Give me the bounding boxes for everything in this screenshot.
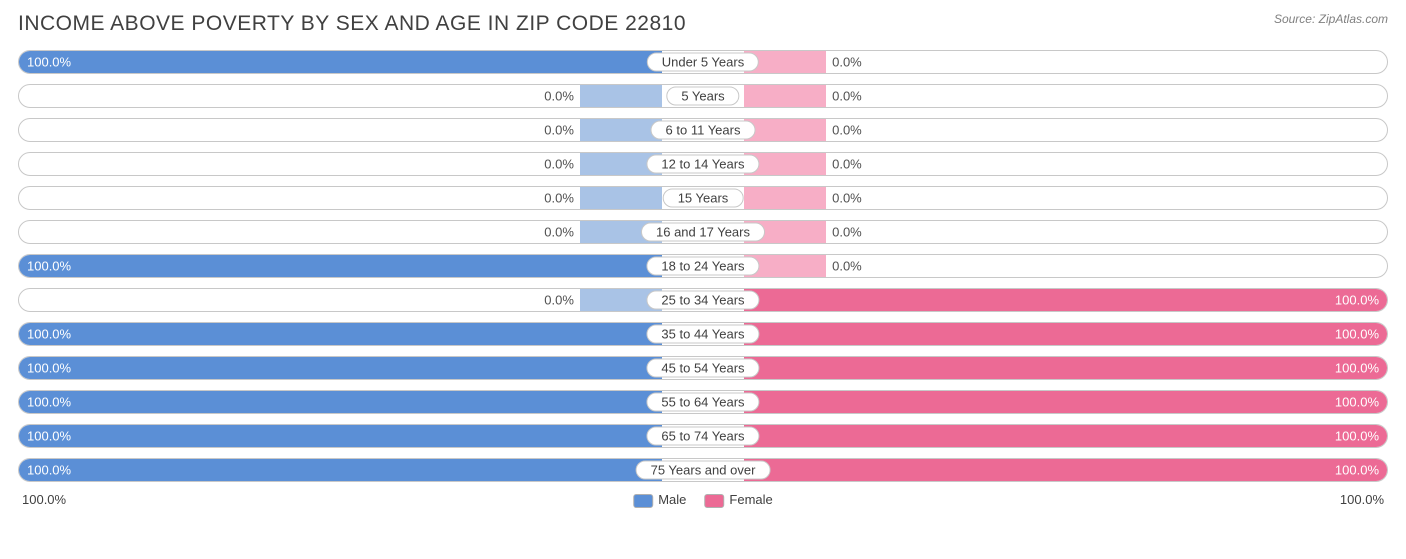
age-label: 45 to 54 Years: [646, 359, 759, 378]
male-value: 0.0%: [544, 191, 574, 206]
axis-right-label: 100.0%: [1340, 492, 1384, 507]
male-swatch: [633, 494, 653, 508]
male-bar: [19, 255, 662, 277]
male-bar: [19, 391, 662, 413]
female-value: 0.0%: [832, 89, 862, 104]
male-value: 0.0%: [544, 123, 574, 138]
female-bar: [744, 119, 826, 141]
male-value: 100.0%: [27, 429, 71, 444]
age-label: 35 to 44 Years: [646, 325, 759, 344]
male-bar: [19, 51, 662, 73]
chart-row: 100.0% 100.0% 65 to 74 Years: [18, 424, 1388, 448]
female-value: 100.0%: [1335, 327, 1379, 342]
chart-row: 0.0% 0.0% 16 and 17 Years: [18, 220, 1388, 244]
male-bar: [580, 187, 662, 209]
female-bar: [744, 187, 826, 209]
chart-row: 100.0% 0.0% Under 5 Years: [18, 50, 1388, 74]
age-label: 25 to 34 Years: [646, 291, 759, 310]
male-bar: [19, 323, 662, 345]
x-axis: 100.0% Male Female 100.0%: [18, 492, 1388, 507]
chart-row: 0.0% 0.0% 12 to 14 Years: [18, 152, 1388, 176]
female-value: 100.0%: [1335, 361, 1379, 376]
age-label: 65 to 74 Years: [646, 427, 759, 446]
chart-row: 100.0% 100.0% 75 Years and over: [18, 458, 1388, 482]
female-bar: [744, 85, 826, 107]
female-value: 0.0%: [832, 259, 862, 274]
female-bar: [744, 391, 1387, 413]
age-label: 55 to 64 Years: [646, 393, 759, 412]
chart-row: 100.0% 100.0% 35 to 44 Years: [18, 322, 1388, 346]
age-label: 12 to 14 Years: [646, 155, 759, 174]
female-value: 100.0%: [1335, 395, 1379, 410]
header: INCOME ABOVE POVERTY BY SEX AND AGE IN Z…: [18, 12, 1388, 36]
female-value: 0.0%: [832, 55, 862, 70]
age-label: Under 5 Years: [647, 53, 759, 72]
male-value: 100.0%: [27, 259, 71, 274]
source-label: Source: ZipAtlas.com: [1274, 12, 1388, 26]
male-value: 0.0%: [544, 225, 574, 240]
male-bar: [580, 85, 662, 107]
chart-title: INCOME ABOVE POVERTY BY SEX AND AGE IN Z…: [18, 12, 686, 36]
legend-male-label: Male: [658, 492, 686, 507]
female-value: 0.0%: [832, 123, 862, 138]
chart-row: 0.0% 0.0% 5 Years: [18, 84, 1388, 108]
male-bar: [19, 425, 662, 447]
male-value: 0.0%: [544, 293, 574, 308]
female-bar: [744, 323, 1387, 345]
female-value: 100.0%: [1335, 463, 1379, 478]
male-bar: [19, 459, 662, 481]
legend-male: Male: [633, 492, 686, 508]
female-value: 0.0%: [832, 157, 862, 172]
male-value: 100.0%: [27, 395, 71, 410]
age-label: 5 Years: [666, 87, 739, 106]
chart-row: 100.0% 100.0% 45 to 54 Years: [18, 356, 1388, 380]
female-bar: [744, 459, 1387, 481]
female-swatch: [704, 494, 724, 508]
age-label: 15 Years: [663, 189, 744, 208]
chart-row: 100.0% 100.0% 55 to 64 Years: [18, 390, 1388, 414]
male-value: 100.0%: [27, 55, 71, 70]
chart-row: 0.0% 100.0% 25 to 34 Years: [18, 288, 1388, 312]
male-bar: [19, 357, 662, 379]
age-label: 18 to 24 Years: [646, 257, 759, 276]
chart-row: 0.0% 0.0% 15 Years: [18, 186, 1388, 210]
diverging-bar-chart: 100.0%0.0%Under 5 Years0.0%0.0%5 Years0.…: [18, 50, 1388, 482]
chart-row: 0.0% 0.0% 6 to 11 Years: [18, 118, 1388, 142]
female-value: 0.0%: [832, 225, 862, 240]
legend-female-label: Female: [729, 492, 772, 507]
female-value: 100.0%: [1335, 293, 1379, 308]
male-value: 100.0%: [27, 361, 71, 376]
legend: Male Female: [633, 492, 773, 508]
male-value: 0.0%: [544, 89, 574, 104]
female-value: 0.0%: [832, 191, 862, 206]
male-value: 100.0%: [27, 327, 71, 342]
axis-left-label: 100.0%: [22, 492, 66, 507]
age-label: 75 Years and over: [636, 461, 771, 480]
age-label: 6 to 11 Years: [651, 121, 756, 140]
legend-female: Female: [704, 492, 772, 508]
female-bar: [744, 289, 1387, 311]
age-label: 16 and 17 Years: [641, 223, 765, 242]
male-value: 100.0%: [27, 463, 71, 478]
female-bar: [744, 357, 1387, 379]
male-value: 0.0%: [544, 157, 574, 172]
female-bar: [744, 425, 1387, 447]
female-value: 100.0%: [1335, 429, 1379, 444]
chart-row: 100.0% 0.0% 18 to 24 Years: [18, 254, 1388, 278]
